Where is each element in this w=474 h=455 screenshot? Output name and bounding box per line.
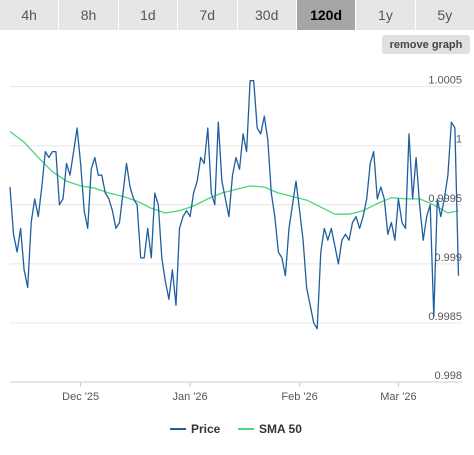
tab-1d[interactable]: 1d: [118, 0, 179, 30]
x-axis-ticks: Dec '25 Jan '26 Feb '26 Mar '26: [10, 381, 462, 403]
y-tick-label: 1.0005: [428, 75, 462, 87]
y-tick-label: 0.999: [434, 252, 462, 264]
y-tick-label: 0.998: [434, 370, 462, 382]
time-range-tabs: 4h 8h 1d 7d 30d 120d 1y 5y: [0, 0, 474, 30]
tab-1y[interactable]: 1y: [356, 0, 416, 30]
x-tick-label: Jan '26: [173, 391, 208, 403]
tab-8h[interactable]: 8h: [59, 0, 119, 30]
legend-label-price[interactable]: Price: [191, 422, 221, 436]
chart-legend[interactable]: Price SMA 50: [170, 422, 302, 436]
legend-label-sma-50[interactable]: SMA 50: [259, 422, 302, 436]
y-tick-label: 0.9985: [428, 311, 462, 323]
tab-120d[interactable]: 120d: [296, 0, 357, 30]
x-tick-label: Mar '26: [380, 391, 416, 403]
series-line-price: [9, 80, 460, 330]
y-tick-label: 1: [456, 134, 462, 146]
tab-30d[interactable]: 30d: [237, 0, 297, 30]
tab-5y[interactable]: 5y: [415, 0, 474, 30]
chart-lines: [9, 80, 460, 330]
tab-7d[interactable]: 7d: [178, 0, 238, 30]
remove-graph-button[interactable]: remove graph: [382, 35, 470, 54]
x-tick-label: Dec '25: [62, 391, 99, 403]
x-tick-label: Feb '26: [281, 391, 317, 403]
series-line-sma-50: [9, 130, 459, 215]
tab-4h[interactable]: 4h: [0, 0, 60, 30]
